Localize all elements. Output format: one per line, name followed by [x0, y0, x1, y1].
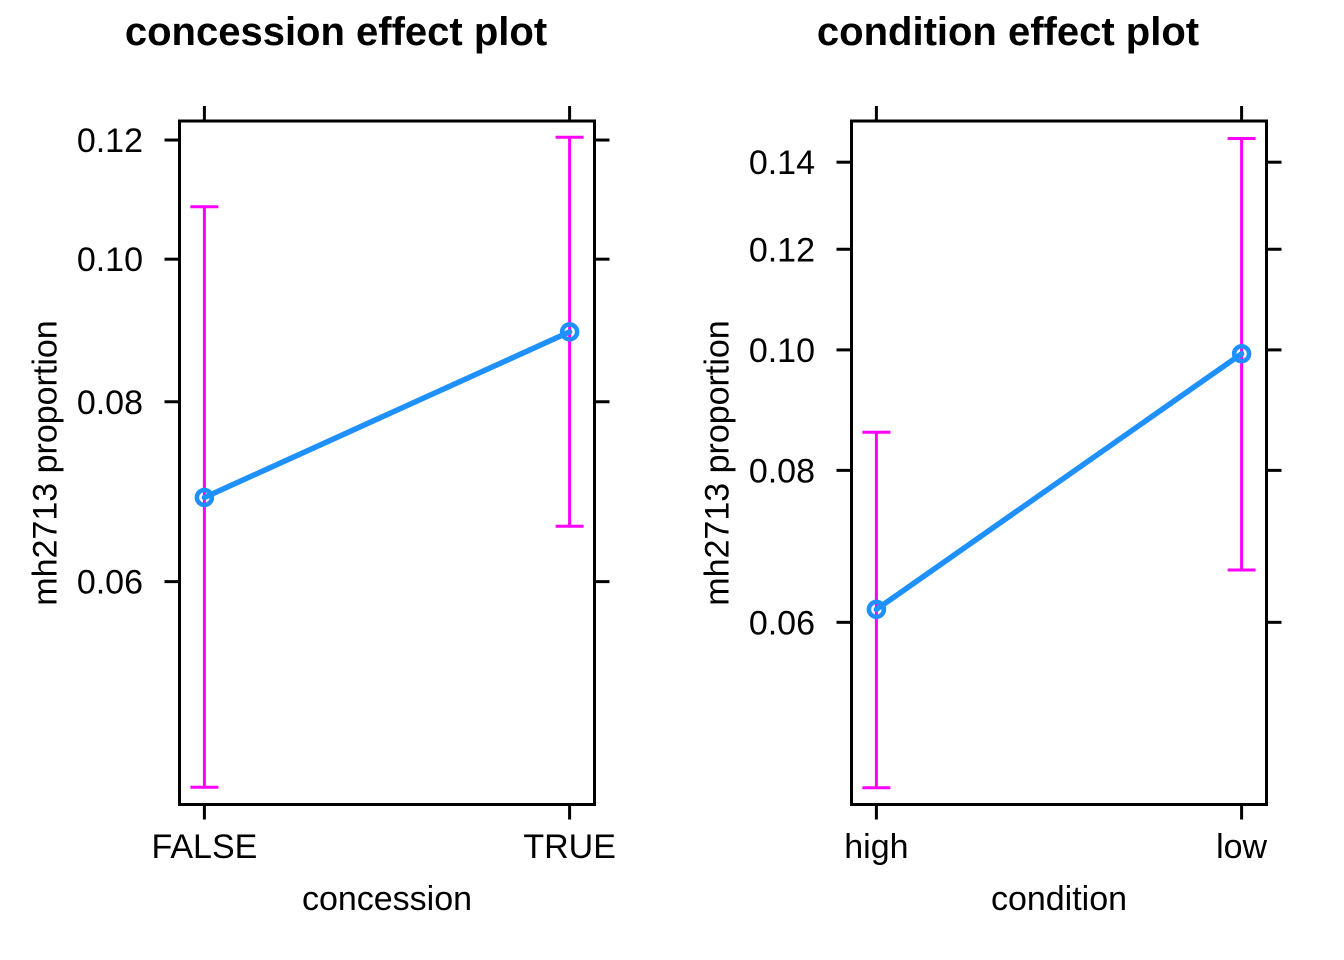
x-category-label: TRUE: [523, 828, 616, 866]
x-category-label: FALSE: [151, 828, 257, 866]
plot-area-condition: 0.06 0.08 0.10 0.12 0.14 high low: [749, 106, 1282, 866]
panel-title-concession: concession effect plot: [124, 10, 548, 54]
panel-condition: condition effect plot mh2713 proportion …: [672, 0, 1344, 960]
data-point: [194, 487, 215, 508]
fit-line: [201, 329, 573, 501]
panel-concession: concession effect plot mh2713 proportion…: [27, 10, 616, 918]
y-tick-label: 0.14: [749, 144, 815, 182]
x-axis-label-condition: condition: [990, 880, 1128, 918]
plot-frame: [178, 119, 596, 806]
fit-line: [873, 350, 1245, 613]
panel-title-condition: condition effect plot: [816, 10, 1200, 54]
data-point: [866, 599, 887, 620]
y-tick-label: 0.06: [77, 564, 143, 602]
data-point: [1231, 343, 1252, 364]
plot-area-concession: 0.06 0.08 0.10 0.12 FALSE TRUE: [77, 106, 616, 866]
x-category-label: high: [844, 828, 908, 866]
y-tick-label: 0.10: [77, 241, 143, 279]
y-tick-label: 0.08: [77, 384, 143, 422]
data-point: [559, 322, 580, 342]
x-category-label: low: [1216, 828, 1267, 866]
y-tick-label: 0.10: [749, 332, 815, 370]
plot-frame: [850, 119, 1268, 806]
x-axis-label-concession: concession: [301, 880, 473, 918]
y-tick-label: 0.12: [77, 122, 143, 160]
y-tick-label: 0.08: [749, 452, 815, 490]
y-tick-label: 0.06: [749, 604, 815, 642]
y-tick-label: 0.12: [749, 231, 815, 269]
